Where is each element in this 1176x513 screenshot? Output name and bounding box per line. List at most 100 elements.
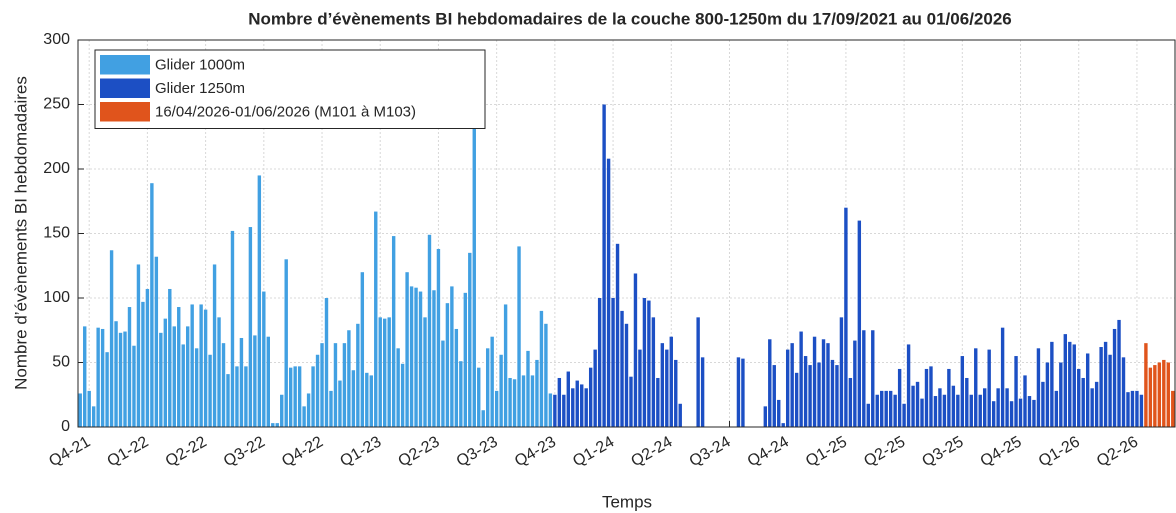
bar [100, 328, 105, 427]
bar [794, 372, 799, 427]
bar [503, 304, 508, 427]
bar [226, 374, 230, 427]
bar [485, 348, 490, 427]
bar [768, 339, 772, 427]
bar [351, 370, 356, 427]
bar [1103, 341, 1108, 427]
bar [575, 380, 579, 427]
bar [844, 207, 848, 427]
bar [969, 394, 973, 427]
bar [906, 344, 911, 427]
bar [1144, 343, 1148, 427]
bar [571, 388, 575, 427]
bar [275, 423, 279, 427]
bar [177, 307, 181, 427]
bar [83, 326, 87, 427]
bar [875, 394, 879, 427]
bar [342, 343, 347, 427]
bar [888, 390, 893, 427]
bar [987, 349, 991, 427]
bar [391, 236, 396, 427]
bar [96, 327, 100, 427]
bar [566, 371, 570, 427]
bar [181, 344, 185, 427]
bar [929, 366, 933, 427]
bar [199, 304, 203, 427]
bar [1121, 357, 1126, 427]
bar [539, 310, 544, 427]
bar [996, 388, 1000, 427]
bar [848, 377, 853, 427]
bar [785, 349, 790, 427]
bar [441, 340, 445, 427]
bar [163, 318, 168, 427]
bar [669, 336, 673, 427]
bar [1077, 368, 1081, 427]
bar [830, 359, 835, 427]
bar [1090, 388, 1094, 427]
bar [490, 336, 494, 427]
bar [400, 363, 405, 427]
bar [1063, 334, 1068, 427]
bar [588, 367, 593, 427]
bar [477, 367, 481, 427]
bar [463, 292, 468, 427]
bar [938, 388, 942, 427]
bar [499, 354, 503, 427]
bar [302, 406, 306, 427]
bar [808, 365, 812, 427]
bar [1139, 394, 1144, 427]
bar [154, 256, 159, 427]
bar [235, 366, 239, 427]
plot-frame [77, 39, 1176, 428]
bar [244, 366, 248, 427]
bar [208, 354, 212, 427]
legend-label: 16/04/2026-01/06/2026 (M101 à M103) [155, 104, 416, 121]
legend-label: Glider 1000m [155, 57, 245, 74]
bar [409, 286, 414, 427]
bar [288, 367, 293, 427]
bar [853, 340, 857, 427]
bar [611, 298, 615, 427]
bar [884, 390, 888, 427]
bar [656, 377, 660, 427]
bar [871, 330, 875, 427]
bar [593, 349, 597, 427]
bar [615, 243, 620, 427]
bar [991, 401, 996, 427]
bar [1041, 381, 1045, 427]
bar [812, 336, 817, 427]
bar [1014, 356, 1018, 427]
bar [212, 264, 217, 427]
bar [974, 348, 978, 427]
bar [530, 375, 535, 427]
bar [902, 403, 906, 427]
bar [266, 336, 270, 427]
bar [118, 332, 123, 427]
bar [1094, 381, 1099, 427]
bar [521, 375, 526, 427]
bar [239, 337, 244, 427]
bar [512, 379, 517, 427]
bar [777, 399, 781, 427]
bar [168, 288, 172, 427]
bar [1148, 367, 1153, 427]
bar [257, 175, 262, 427]
bar [660, 343, 665, 427]
bar [629, 376, 633, 427]
bar [320, 343, 324, 427]
bar [1130, 390, 1135, 427]
bar [1050, 341, 1054, 427]
bar [123, 331, 127, 427]
bar [1036, 348, 1041, 427]
bar [606, 158, 611, 427]
bar [862, 330, 866, 427]
bar [557, 377, 562, 427]
bar [378, 317, 382, 427]
bar [965, 377, 969, 427]
bar [553, 394, 557, 427]
bar [736, 357, 741, 427]
legend-box [94, 49, 486, 129]
bar [423, 317, 427, 427]
bar [217, 317, 221, 427]
